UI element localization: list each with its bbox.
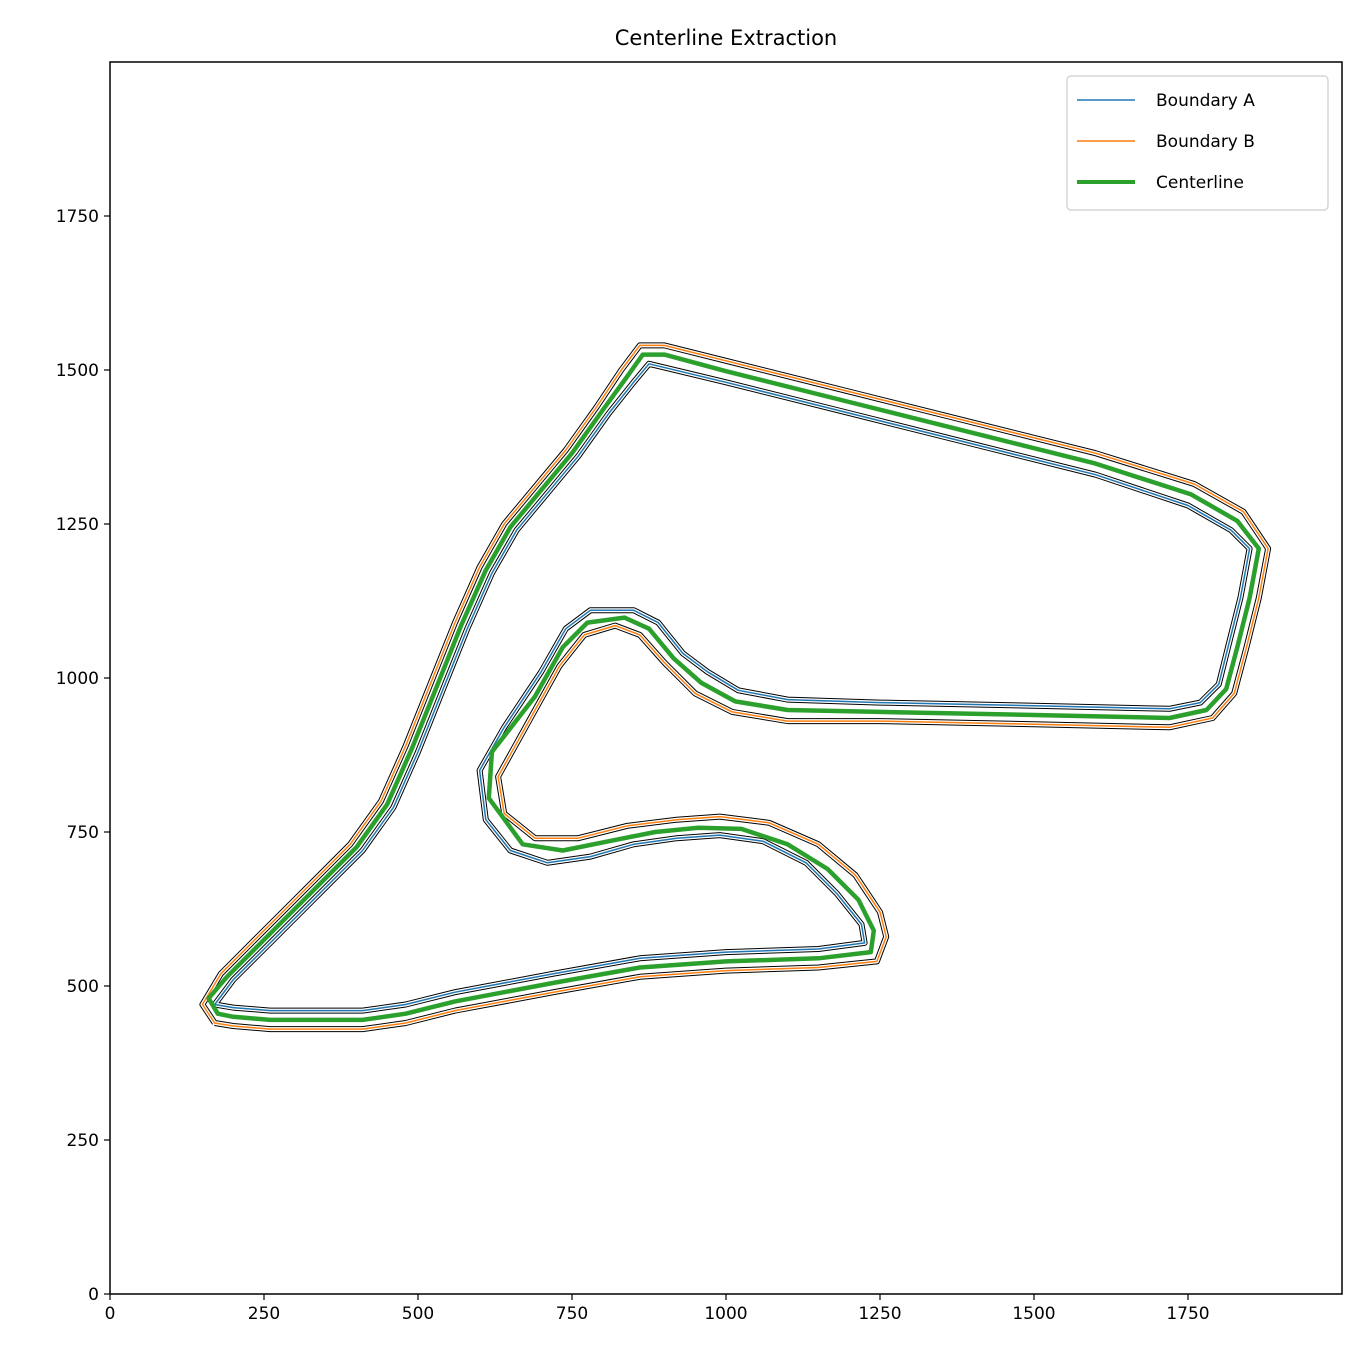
series-line-centerline [206,352,1262,1023]
y-tick-label: 250 [67,1131,99,1151]
x-tick-label: 1250 [858,1304,901,1324]
series-line-boundary-a [213,363,1251,1012]
y-tick-label: 0 [88,1285,99,1305]
series-line-boundary-b [201,344,1269,1030]
y-tick-label: 1500 [56,361,99,381]
y-tick-label: 1250 [56,515,99,535]
y-tick-label: 750 [67,823,99,843]
x-tick-label: 250 [248,1304,280,1324]
x-tick-label: 500 [402,1304,434,1324]
x-tick-label: 750 [556,1304,588,1324]
y-tick-label: 1000 [56,669,99,689]
legend: Boundary A Boundary B Centerline [1066,75,1329,211]
legend-label: Boundary A [1156,91,1255,111]
chart-title: Centerline Extraction [615,26,837,50]
legend-box [1066,75,1329,211]
legend-label: Centerline [1156,173,1244,193]
x-tick-label: 1500 [1012,1304,1055,1324]
series-lines [201,344,1269,1030]
y-tick-label: 1750 [56,207,99,227]
plot-frame [109,61,1343,1295]
y-tick-label: 500 [67,977,99,997]
x-axis: 0 250 500 750 1000 1250 1500 1750 [105,1294,1210,1324]
legend-label: Boundary B [1156,132,1255,152]
y-axis: 0 250 500 750 1000 1250 1500 1750 [56,207,110,1305]
x-tick-label: 1000 [704,1304,747,1324]
plot-area [199,342,1272,1033]
x-tick-label: 0 [105,1304,116,1324]
series-outlines [199,342,1272,1033]
x-tick-label: 1750 [1166,1304,1209,1324]
